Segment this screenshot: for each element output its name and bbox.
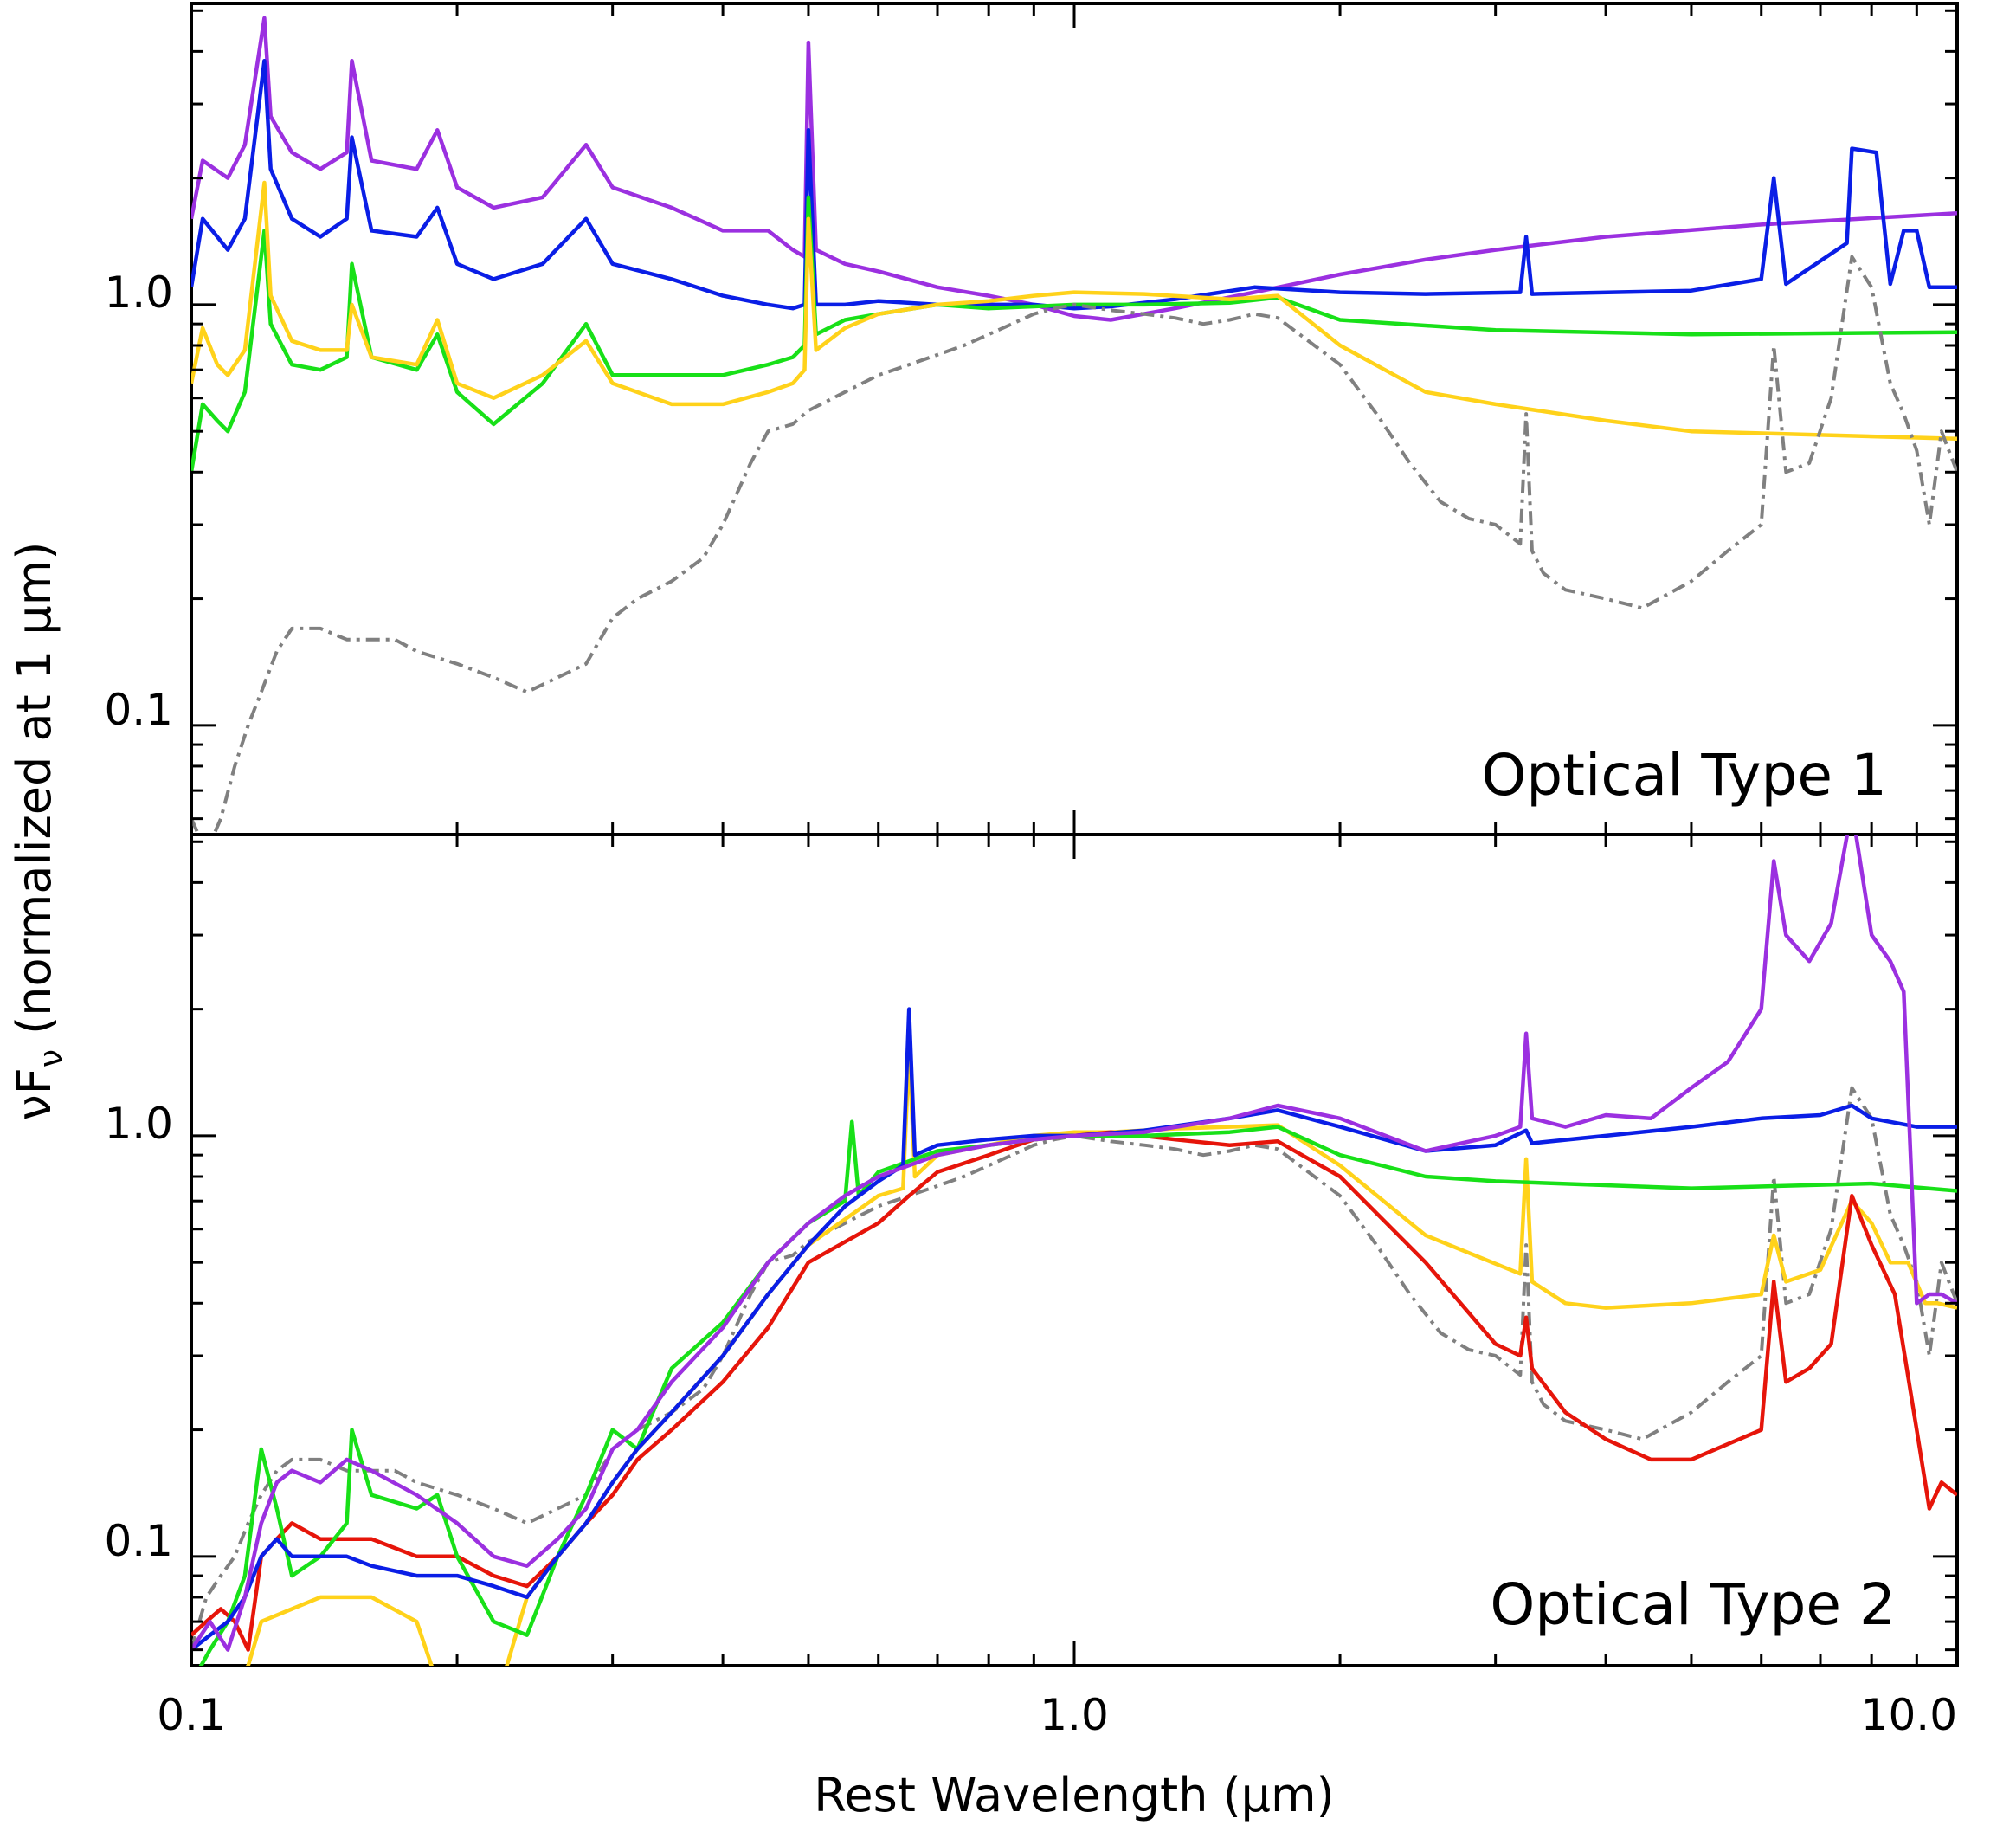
y-axis-title: νFν (normalized at 1 µm) [7, 542, 70, 1121]
x-axis-title: Rest Wavelength (µm) [814, 1768, 1334, 1822]
series-line-blue [191, 1007, 1957, 1652]
panel-frame [190, 833, 1959, 1667]
series-line-gray [191, 1086, 1957, 1651]
panel-frame [190, 2, 1959, 836]
panel-optical-type-2: Optical Type 2 [190, 833, 1959, 1667]
series-line-yellow [191, 180, 1957, 442]
series-line-gray [191, 255, 1957, 835]
panel-optical-type-1: Optical Type 1 [190, 2, 1959, 836]
x-tick-label: 0.1 [157, 1690, 226, 1740]
y-axis-title-main: νF [7, 1067, 61, 1120]
y-tick-labels: 1.0 0.1 1.0 0.1 [104, 268, 173, 1566]
panel-label: Optical Type 1 [1481, 742, 1887, 809]
series-line-purple [191, 16, 1957, 322]
y-axis-title-sub: ν [32, 1049, 70, 1067]
tick-layer [190, 3, 1957, 835]
tick-layer [190, 835, 1957, 1666]
x-tick-label: 1.0 [1040, 1690, 1109, 1740]
x-tick-labels: 0.1 1.0 10.0 [157, 1690, 1957, 1740]
series-line-green [191, 195, 1957, 473]
series-layer [191, 16, 1957, 835]
panel-label: Optical Type 2 [1490, 1571, 1896, 1638]
y-axis-title-suffix: (normalized at 1 µm) [7, 542, 61, 1049]
y-tick-label: 1.0 [104, 268, 173, 318]
series-line-blue [191, 58, 1957, 311]
y-tick-label: 0.1 [104, 1516, 173, 1566]
series-layer [191, 835, 1957, 1666]
y-tick-label: 0.1 [104, 685, 173, 735]
y-tick-label: 1.0 [104, 1099, 173, 1149]
series-line-green [198, 1119, 1957, 1666]
series-line-purple [191, 835, 1957, 1652]
x-tick-label: 10.0 [1861, 1690, 1957, 1740]
